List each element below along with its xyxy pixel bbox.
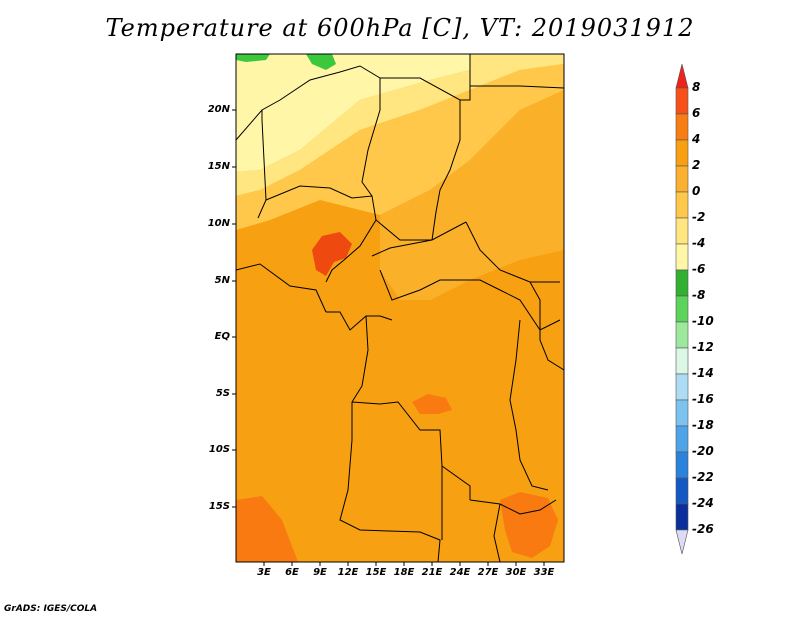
border-line xyxy=(326,311,393,331)
field-patch-hot-southwest xyxy=(236,496,298,562)
border-line xyxy=(339,402,441,563)
border-line xyxy=(351,401,471,500)
field-patch-green-northwest xyxy=(236,54,270,62)
colorbar-label: 0 xyxy=(692,184,701,198)
colorbar-label: -6 xyxy=(692,262,706,276)
lon-label-18e: 18E xyxy=(393,567,415,578)
border-line xyxy=(265,185,377,283)
lon-label-6e: 6E xyxy=(285,567,299,578)
map-frame xyxy=(235,53,565,563)
field-patch-green-north xyxy=(306,54,336,70)
field-patch-hot-zambia xyxy=(500,492,558,558)
colorbar-label: -14 xyxy=(692,366,714,380)
colorbar xyxy=(675,63,689,555)
field-band-warm-central xyxy=(380,90,564,300)
colorbar-arrow-bottom xyxy=(675,529,689,555)
border-line xyxy=(465,221,560,283)
border-line xyxy=(351,315,369,403)
lat-label-eq: EQ xyxy=(214,331,230,342)
chart-title: Temperature at 600hPa [C], VT: 201903191… xyxy=(105,14,695,42)
lon-ticks xyxy=(263,562,545,566)
temperature-field xyxy=(236,54,564,562)
lat-label-10n: 10N xyxy=(207,218,230,229)
colorbar-label: 4 xyxy=(692,132,701,146)
lat-label-10s: 10S xyxy=(208,444,230,455)
colorbar-swatch xyxy=(675,347,689,375)
colorbar-label: 6 xyxy=(692,106,701,120)
lat-label-15n: 15N xyxy=(207,161,230,172)
field-band-warm-north xyxy=(236,64,564,230)
field-band-cool-north xyxy=(236,54,470,172)
lon-label-21e: 21E xyxy=(421,567,443,578)
colorbar-swatch xyxy=(675,191,689,219)
border-line xyxy=(371,239,433,257)
colorbar-arrow-top xyxy=(675,63,689,89)
border-line xyxy=(470,85,565,89)
colorbar-swatch xyxy=(675,503,689,531)
border-line xyxy=(235,65,381,197)
border-line xyxy=(493,503,501,563)
colorbar-swatch xyxy=(675,113,689,141)
colorbar-swatch xyxy=(675,373,689,401)
border-line xyxy=(431,100,461,241)
grads-credit: GrADS: IGES/COLA xyxy=(4,604,98,614)
lon-label-9e: 9E xyxy=(313,567,327,578)
lon-label-30e: 30E xyxy=(505,567,527,578)
lon-label-12e: 12E xyxy=(337,567,359,578)
lon-label-24e: 24E xyxy=(449,567,471,578)
colorbar-swatch xyxy=(675,165,689,193)
colorbar-label: 2 xyxy=(692,158,701,172)
colorbar-label: 8 xyxy=(692,80,701,94)
lat-label-5n: 5N xyxy=(214,275,230,286)
colorbar-label: -16 xyxy=(692,392,714,406)
colorbar-label: -18 xyxy=(692,418,714,432)
field-patch-hot-congo xyxy=(412,394,452,414)
border-line xyxy=(509,319,549,491)
colorbar-label: -4 xyxy=(692,236,706,250)
colorbar-swatch xyxy=(675,87,689,115)
field-band-mild-north xyxy=(236,54,564,196)
colorbar-swatch xyxy=(675,451,689,479)
lat-ticks xyxy=(232,109,236,508)
lon-label-15e: 15E xyxy=(365,567,387,578)
colorbar-label: -26 xyxy=(692,522,714,536)
lat-label-20n: 20N xyxy=(207,104,230,115)
lon-label-27e: 27E xyxy=(477,567,499,578)
colorbar-label: -8 xyxy=(692,288,706,302)
colorbar-swatch xyxy=(675,399,689,427)
colorbar-swatch xyxy=(675,139,689,167)
field-patch-hot-cameroon xyxy=(312,232,352,276)
colorbar-label: -22 xyxy=(692,470,714,484)
border-line xyxy=(529,281,565,371)
border-line xyxy=(235,263,327,313)
colorbar-swatch xyxy=(675,243,689,271)
colorbar-label: -12 xyxy=(692,340,714,354)
colorbar-swatch xyxy=(675,425,689,453)
colorbar-swatch xyxy=(675,477,689,505)
border-line xyxy=(379,269,561,331)
lat-label-5s: 5S xyxy=(215,388,230,399)
colorbar-swatch xyxy=(675,295,689,323)
colorbar-swatch xyxy=(675,217,689,245)
lat-label-15s: 15S xyxy=(208,501,230,512)
border-line xyxy=(375,219,467,241)
colorbar-label: -10 xyxy=(692,314,714,328)
country-borders xyxy=(235,54,565,563)
border-line xyxy=(469,499,557,515)
colorbar-swatch xyxy=(675,321,689,349)
colorbar-label: -2 xyxy=(692,210,706,224)
colorbar-label: -20 xyxy=(692,444,714,458)
colorbar-swatch xyxy=(675,269,689,297)
lon-label-33e: 33E xyxy=(533,567,555,578)
colorbar-label: -24 xyxy=(692,496,714,510)
lon-label-3e: 3E xyxy=(257,567,271,578)
border-line xyxy=(257,110,267,219)
